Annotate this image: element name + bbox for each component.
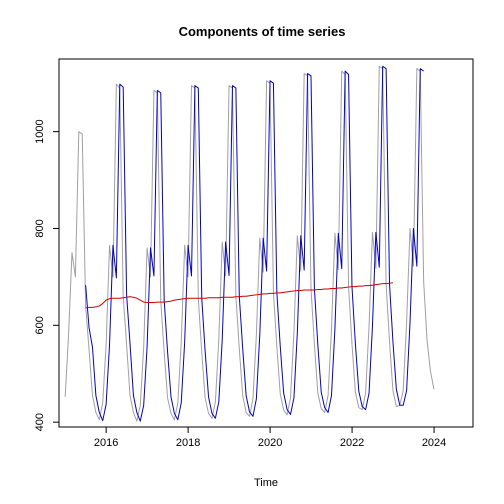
trend-line [85,282,394,309]
series-layer [64,65,435,422]
y-axis: 400 600 800 1000 [34,119,60,431]
x-axis: 2016 2018 2020 2022 2024 [94,426,446,449]
y-tick-label: 1000 [34,119,46,143]
chart-title: Components of time series [179,24,346,39]
y-tick-label: 800 [34,219,46,237]
x-axis-title: Time [254,477,278,489]
observed-line [64,65,435,422]
x-tick-label: 2018 [176,437,200,449]
seasonal-line [85,65,424,422]
x-tick-label: 2024 [422,437,446,449]
y-tick-label: 400 [34,413,46,431]
y-tick-label: 600 [34,316,46,334]
x-tick-label: 2020 [258,437,282,449]
x-tick-label: 2022 [340,437,364,449]
x-tick-label: 2016 [94,437,118,449]
